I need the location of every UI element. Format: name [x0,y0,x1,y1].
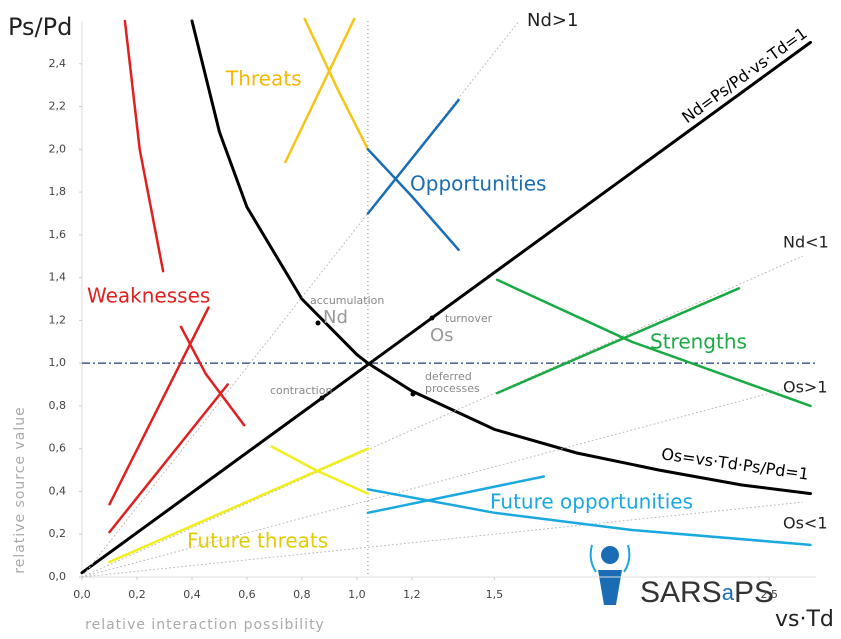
y-tick-label: 0,4 [49,484,67,497]
y-title: Ps/Pd [8,13,72,41]
arrow-head [315,320,321,326]
y-tick-label: 0,8 [49,399,67,412]
annotation: Weaknesses [87,284,210,308]
y-axis-label: relative source value [12,406,28,573]
curve [179,325,246,427]
y-tick-label: 1,2 [49,313,67,326]
x-tick-label: 1,2 [403,588,421,601]
logo-waves [589,544,631,573]
y-tick-label: 0,6 [49,442,67,455]
annotation: Os>1 [783,378,828,397]
logo-part: a [722,580,735,605]
curve [495,287,741,395]
y-tick-label: 2,2 [49,100,67,113]
y-tick-label: 1,6 [49,228,67,241]
annotation: Threats [225,67,302,91]
annotation: Nd>1 [527,10,578,31]
y-tick-label: 0,0 [49,570,67,583]
curve [366,98,460,215]
x-title: vs·Td [775,607,834,632]
curve [284,17,356,164]
curve [108,447,370,564]
curve [303,17,370,151]
logo: SARSaPS [589,544,774,609]
curve [366,148,460,252]
curve [108,306,210,506]
arrow-head [319,395,325,401]
arrow-head [429,315,435,321]
x-tick-label: 0,4 [183,588,201,601]
logo-text: SARSaPS [640,576,774,609]
curve [108,383,229,534]
curve [366,488,812,547]
annotation: Os [430,325,454,346]
annotation: Opportunities [410,172,546,196]
curve [81,384,803,578]
x-tick-label: 2,5 [761,588,779,601]
annotation: Nd=Ps/Pd·vs·Td=1 [678,23,810,126]
curve [190,19,812,496]
annotation: Future threats [187,529,328,553]
curve [123,19,165,273]
x-tick-label: 0,2 [128,588,146,601]
x-axis-label: relative interaction possibility [85,617,325,633]
y-tick-label: 1,4 [49,271,67,284]
annotation: processes [425,382,480,395]
curve [495,278,812,408]
annotation: Os=vs·Td·Ps/Pd=1 [660,444,810,484]
x-tick-label: 0,8 [293,588,311,601]
x-tick-label: 1,5 [486,588,504,601]
annotation: Strengths [650,330,747,354]
curve [366,475,546,515]
annotation: deferred [425,370,472,383]
annotation: Os<1 [783,514,828,533]
plot: 0,0 0,2 0,4 0,6 0,8 1,0 1,2 1,4 1,6 1,8 2,0 2,2 2,4 0… [49,10,829,601]
logo-head [601,546,619,564]
y-tick-label: 1,0 [49,356,67,369]
annotation: contraction [270,384,332,397]
x-tick-label: 1,0 [348,588,366,601]
annotation: Future opportunities [490,490,693,514]
annotation: Nd [323,307,348,328]
arrow-head [410,391,416,397]
annotation: Nd<1 [783,233,829,252]
y-tick-label: 0,2 [49,527,67,540]
curve [80,40,812,575]
x-tick-label: 0,0 [73,588,91,601]
curve [270,445,370,495]
x-tick-label: 0,6 [238,588,256,601]
logo-part: PS [734,576,774,609]
annotation: accumulation [310,294,384,307]
y-tick-label: 2,0 [49,142,67,155]
curve [81,501,803,578]
y-tick-label: 2,4 [49,57,67,70]
curve [81,255,803,578]
logo-part: SARS [640,576,722,609]
annotation: turnover [445,312,493,325]
y-tick-label: 1,8 [49,185,67,198]
logo-body [598,570,622,605]
